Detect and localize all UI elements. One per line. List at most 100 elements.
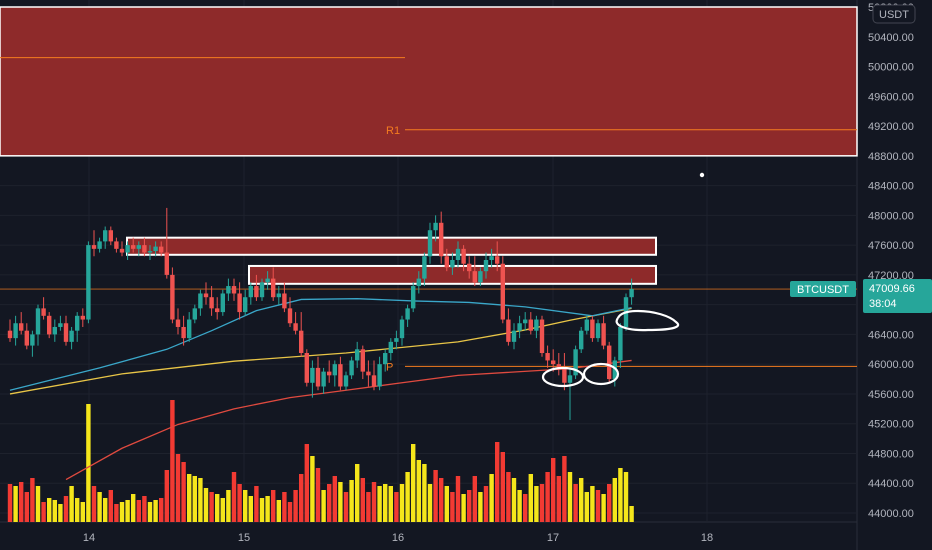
candle-body	[584, 319, 589, 331]
candle-body	[607, 345, 612, 380]
price-tick-label: 48800.00	[868, 151, 914, 163]
volume-bar	[556, 476, 561, 522]
price-tick-label: 50400.00	[868, 32, 914, 44]
candle-body	[41, 308, 46, 316]
price-tick-label: 50000.00	[868, 62, 914, 74]
volume-bar	[131, 494, 136, 522]
time-axis[interactable]: 14 15 16 17 18	[83, 532, 713, 544]
volume-bar	[551, 458, 556, 522]
candle-body	[371, 375, 377, 387]
candle-body	[506, 319, 511, 342]
candle-body	[75, 315, 80, 331]
candle-body	[478, 271, 483, 283]
moving-average-line	[9, 307, 632, 395]
volume-bar	[153, 500, 158, 522]
volume-bar	[203, 488, 209, 522]
candle-body	[567, 375, 573, 383]
price-tick-label: 47600.00	[868, 240, 914, 252]
candle-body	[153, 246, 158, 252]
candle-body	[24, 330, 29, 346]
annotation-loop-left	[541, 366, 585, 388]
volume-bar	[528, 474, 533, 522]
candle-body	[299, 330, 304, 354]
volume-bar	[607, 484, 612, 522]
volume-bar	[366, 492, 371, 522]
candle-body	[349, 360, 354, 376]
volume-bar	[612, 478, 617, 522]
volume-bar	[97, 492, 102, 522]
price-tick-label: 46400.00	[868, 329, 914, 341]
candle-body	[545, 353, 550, 361]
hand-drawn-annotations	[541, 172, 705, 388]
volume-bar	[287, 502, 293, 522]
candle-body	[58, 323, 63, 327]
volume-bar	[411, 444, 416, 522]
annotation-loop-right	[582, 362, 620, 386]
volume-bar	[181, 462, 186, 522]
candle-body	[556, 364, 561, 368]
price-tick-label: 48000.00	[868, 210, 914, 222]
currency-button-frame	[872, 4, 916, 24]
volume-bar	[164, 470, 169, 522]
candle-body	[175, 319, 181, 327]
volume-bar	[226, 490, 231, 522]
volume-bar	[265, 496, 270, 522]
candle-body	[63, 323, 69, 342]
candle-body	[142, 245, 147, 253]
candle-body	[203, 293, 209, 298]
candle-body	[315, 367, 321, 387]
volume-bar	[103, 498, 108, 522]
candle-body	[114, 241, 119, 249]
candle-body	[187, 319, 192, 339]
volume-bar	[315, 468, 321, 522]
candle-body	[265, 278, 270, 283]
candle-body	[366, 371, 371, 376]
candle-body	[528, 319, 533, 331]
candle-body	[147, 251, 153, 253]
candle-body	[383, 353, 388, 365]
price-tick-label: 44000.00	[868, 508, 914, 520]
price-tick-label: 49200.00	[868, 121, 914, 133]
volume-bar	[523, 494, 528, 522]
candle-body	[355, 349, 360, 361]
volume-bar	[545, 472, 550, 522]
last-price-tag	[863, 279, 932, 314]
volume-bar	[489, 474, 494, 522]
candle-body	[455, 248, 461, 260]
candle-body	[125, 245, 130, 253]
candle-body	[220, 293, 225, 313]
candle-body	[579, 330, 584, 350]
volume-bar	[601, 494, 606, 522]
candle-body	[293, 323, 298, 331]
currency-button[interactable]: USDT	[872, 4, 916, 24]
volume-bar	[159, 498, 164, 522]
volume-bar	[534, 486, 539, 522]
candle-body	[131, 245, 136, 249]
volume-bar	[310, 456, 315, 522]
candle-body	[108, 230, 113, 242]
volume-bar	[444, 486, 449, 522]
candle-body	[360, 349, 365, 372]
candle-body	[590, 319, 595, 339]
volume-bar	[175, 454, 181, 522]
candle-body	[601, 323, 606, 346]
pivot-levels: R1 P	[0, 57, 857, 373]
candle-body	[433, 222, 438, 231]
candle-body	[164, 252, 169, 275]
price-tick-label: 45200.00	[868, 419, 914, 431]
candle-body	[500, 263, 505, 320]
candle-body	[243, 297, 248, 313]
ticker-price-tags: BTCUSDT 47009.66 38:04	[790, 279, 932, 314]
candle-body	[444, 256, 449, 268]
volume-bar	[579, 478, 584, 522]
volume-bar	[276, 500, 281, 522]
volume-bar	[142, 496, 147, 522]
volume-bar	[254, 486, 259, 522]
volume-bar	[198, 478, 203, 522]
volume-bar	[338, 482, 343, 522]
candle-body	[439, 222, 444, 257]
volume-bar	[511, 478, 517, 522]
moving-averages	[9, 298, 632, 481]
volume-bar	[360, 478, 365, 522]
